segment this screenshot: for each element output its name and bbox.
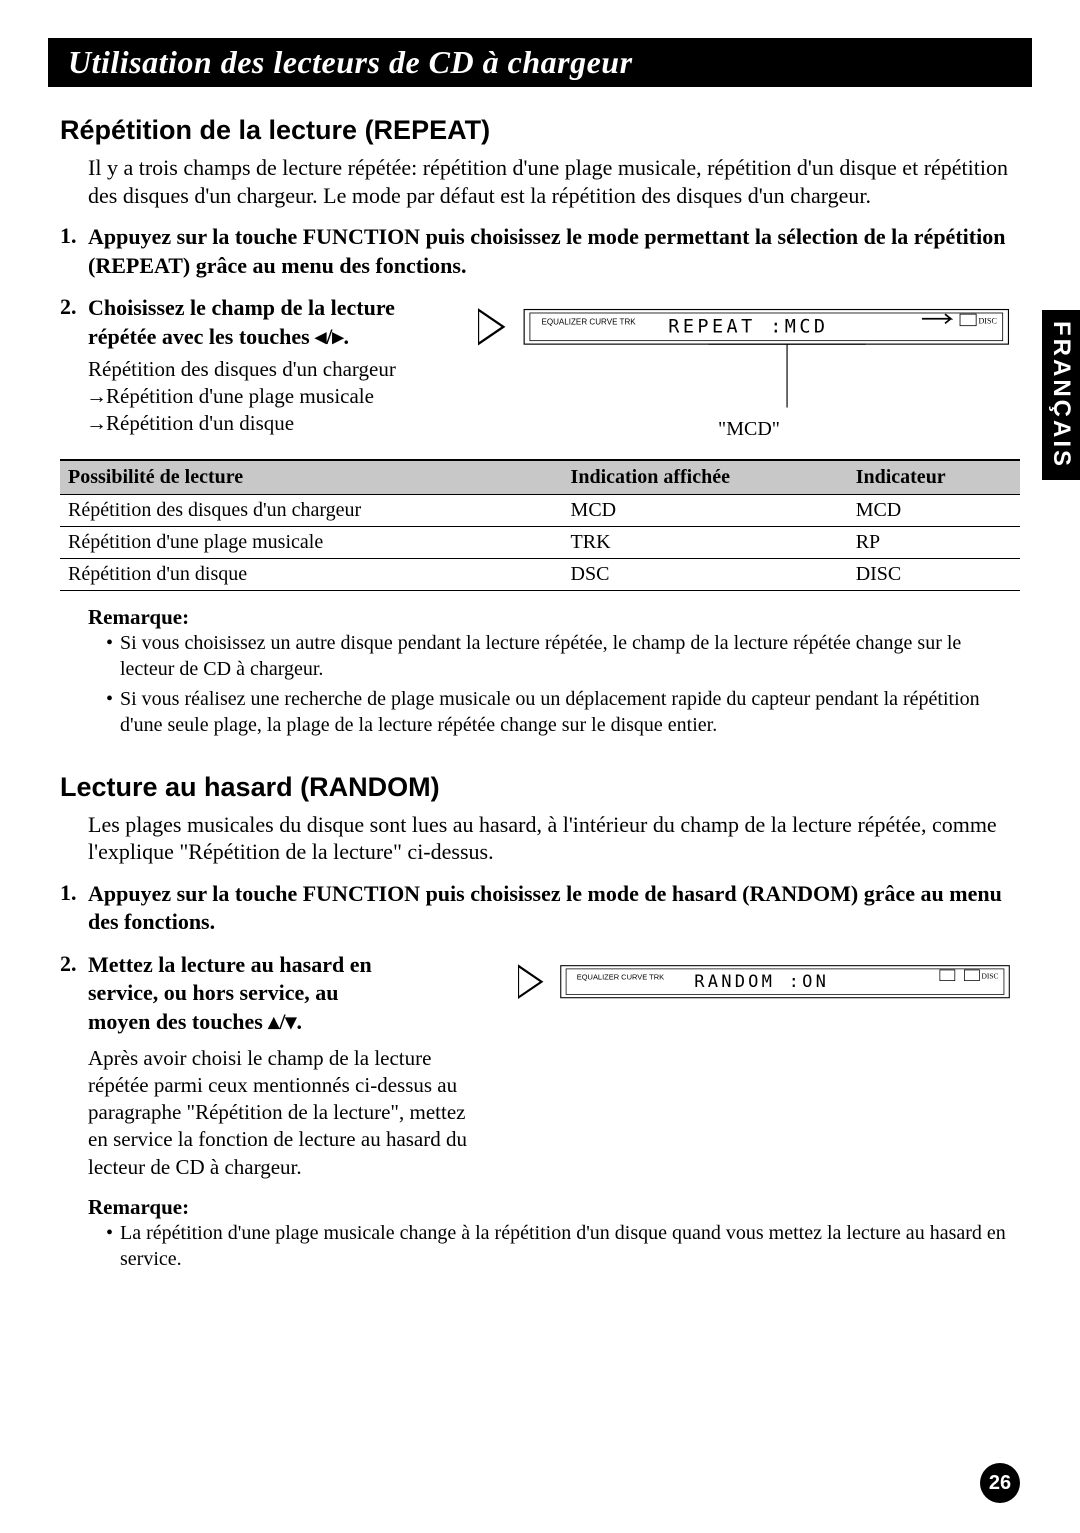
lcd-svg: EQUALIZER CURVE TRK RANDOM :ON DISC [518,955,1020,1004]
remark-item: Si vous réalisez une recherche de plage … [106,686,1020,738]
remark-heading: Remarque: [88,605,1020,630]
lcd-small-text: EQUALIZER CURVE TRK [577,972,664,981]
table-cell: Répétition des disques d'un chargeur [60,494,563,526]
step-number: 1. [60,880,88,937]
table-cell: TRK [563,526,848,558]
step2-body: Après avoir choisi le champ de la lectur… [88,1045,488,1181]
step2-line1: Choisissez le champ de la lecture [88,294,448,323]
remark-list: Si vous choisissez un autre disque penda… [106,630,1020,738]
table-cell: RP [848,526,1020,558]
section1-step1: 1. Appuyez sur la touche FUNCTION puis c… [60,223,1020,280]
repeat-table: Possibilité de lecture Indication affich… [60,459,1020,591]
step2-line2: service, ou hors service, au [88,979,488,1008]
sublist-item: Répétition d'un disque [88,411,448,436]
remark-heading: Remarque: [88,1195,1020,1220]
table-cell: MCD [848,494,1020,526]
lcd-diagram-random: EQUALIZER CURVE TRK RANDOM :ON DISC [518,955,1020,1009]
lcd-diagram-repeat: EQUALIZER CURVE TRK REPEAT :MCD DISC "MC… [478,298,1020,440]
lcd-main-text: RANDOM :ON [694,972,829,992]
title-bar: Utilisation des lecteurs de CD à chargeu… [48,38,1032,87]
remark-item: Si vous choisissez un autre disque penda… [106,630,1020,682]
page-title: Utilisation des lecteurs de CD à chargeu… [68,44,633,80]
table-cell: Répétition d'un disque [60,558,563,590]
step2-sublist: Répétition des disques d'un chargeur Rép… [88,357,448,436]
section2-step2: 2. Mettez la lecture au hasard en servic… [60,951,1020,1181]
section1-step2: 2. Choisissez le champ de la lecture rép… [60,294,1020,440]
step2-line3: moyen des touches ▴/▾. [88,1008,488,1037]
step-number: 1. [60,223,88,280]
step2-line2: répétée avec les touches ◂/▸. [88,323,448,352]
lcd-main-text: REPEAT :MCD [668,317,828,338]
table-header: Indication affichée [563,460,848,495]
table-row: Répétition des disques d'un chargeur MCD… [60,494,1020,526]
table-cell: DSC [563,558,848,590]
lcd-small-text: EQUALIZER CURVE TRK [541,318,636,327]
language-tab: FRANÇAIS [1042,310,1080,480]
table-header: Possibilité de lecture [60,460,563,495]
step2-line1: Mettez la lecture au hasard en [88,951,488,980]
section1-heading: Répétition de la lecture (REPEAT) [60,115,1020,146]
page-number-text: 26 [989,1472,1011,1495]
table-row: Répétition d'un disque DSC DISC [60,558,1020,590]
section2-heading: Lecture au hasard (RANDOM) [60,772,1020,803]
section1-intro: Il y a trois champs de lecture répétée: … [88,154,1020,209]
sublist-item: Répétition d'une plage musicale [88,384,448,409]
svg-text:DISC: DISC [978,317,996,326]
remark-list: La répétition d'une plage musicale chang… [106,1220,1020,1272]
sublist-item: Répétition des disques d'un chargeur [88,357,448,382]
step1-text: Appuyez sur la touche FUNCTION puis choi… [88,223,1020,280]
step-number: 2. [60,951,88,1181]
remark-item: La répétition d'une plage musicale chang… [106,1220,1020,1272]
page-number: 26 [980,1463,1020,1503]
section2-intro: Les plages musicales du disque sont lues… [88,811,1020,866]
table-cell: Répétition d'une plage musicale [60,526,563,558]
section2-step1: 1. Appuyez sur la touche FUNCTION puis c… [60,880,1020,937]
lcd-svg: EQUALIZER CURVE TRK REPEAT :MCD DISC [478,298,1020,436]
table-row: Répétition d'une plage musicale TRK RP [60,526,1020,558]
svg-text:DISC: DISC [982,971,999,980]
table-cell: DISC [848,558,1020,590]
step-number: 2. [60,294,88,440]
step1-text: Appuyez sur la touche FUNCTION puis choi… [88,880,1020,937]
language-tab-label: FRANÇAIS [1047,321,1075,469]
table-cell: MCD [563,494,848,526]
table-header: Indicateur [848,460,1020,495]
